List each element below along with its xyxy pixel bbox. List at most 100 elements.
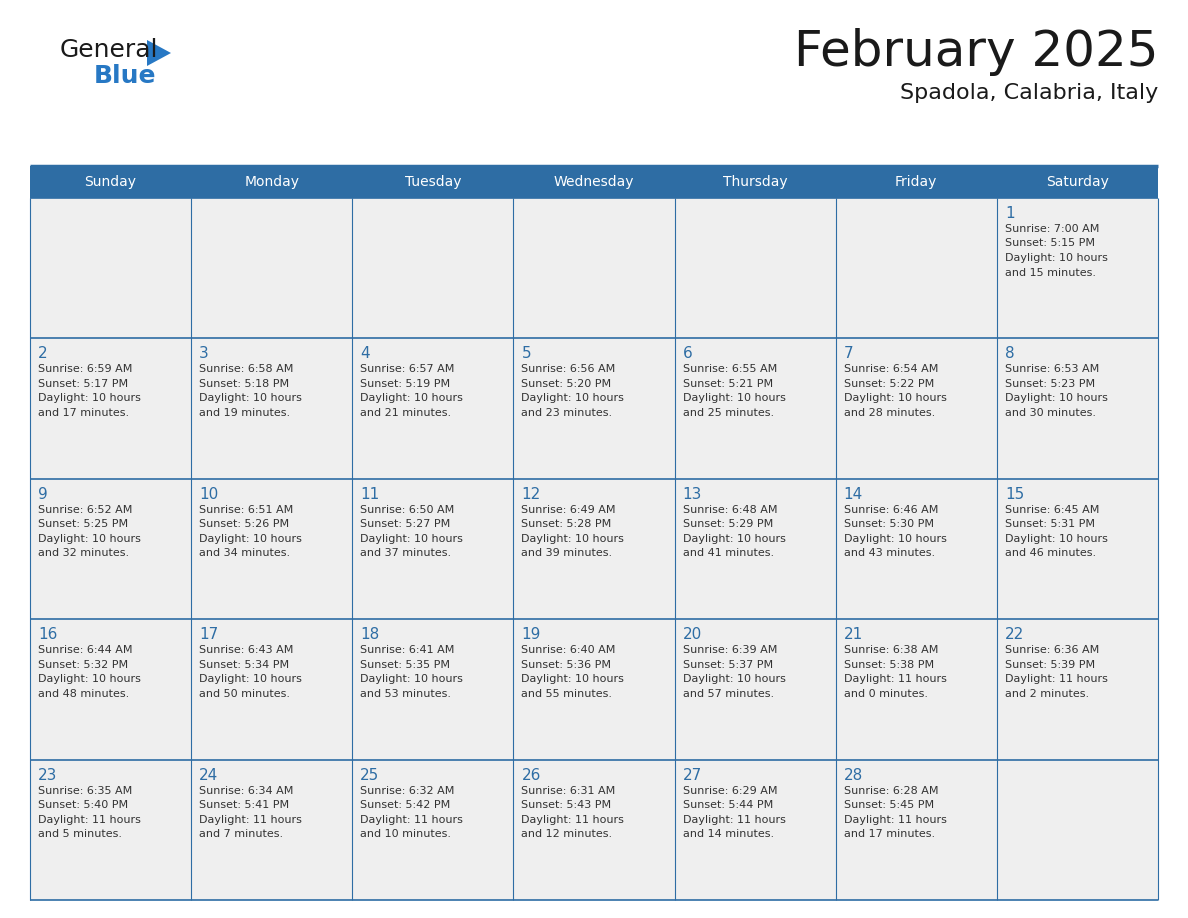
Text: and 48 minutes.: and 48 minutes. xyxy=(38,688,129,699)
Bar xyxy=(30,198,191,339)
Text: Daylight: 10 hours: Daylight: 10 hours xyxy=(522,394,625,403)
Text: Sunrise: 6:38 AM: Sunrise: 6:38 AM xyxy=(843,645,939,655)
Text: 10: 10 xyxy=(200,487,219,502)
Text: 18: 18 xyxy=(360,627,379,643)
Bar xyxy=(191,620,353,759)
Text: Sunrise: 6:53 AM: Sunrise: 6:53 AM xyxy=(1005,364,1099,375)
Text: and 41 minutes.: and 41 minutes. xyxy=(683,548,773,558)
Text: Daylight: 10 hours: Daylight: 10 hours xyxy=(200,674,302,684)
Text: Sunset: 5:20 PM: Sunset: 5:20 PM xyxy=(522,379,612,389)
Bar xyxy=(30,620,191,759)
Text: and 32 minutes.: and 32 minutes. xyxy=(38,548,129,558)
Text: Daylight: 10 hours: Daylight: 10 hours xyxy=(200,533,302,543)
Text: Sunrise: 6:46 AM: Sunrise: 6:46 AM xyxy=(843,505,939,515)
Polygon shape xyxy=(147,40,171,66)
Text: and 21 minutes.: and 21 minutes. xyxy=(360,408,451,418)
Bar xyxy=(191,339,353,479)
Text: Sunset: 5:34 PM: Sunset: 5:34 PM xyxy=(200,660,289,670)
Text: Sunrise: 6:34 AM: Sunrise: 6:34 AM xyxy=(200,786,293,796)
Bar xyxy=(513,479,675,620)
Bar xyxy=(997,759,1158,900)
Text: Daylight: 10 hours: Daylight: 10 hours xyxy=(1005,394,1107,403)
Text: and 17 minutes.: and 17 minutes. xyxy=(38,408,129,418)
Text: Daylight: 11 hours: Daylight: 11 hours xyxy=(200,814,302,824)
Text: Sunset: 5:40 PM: Sunset: 5:40 PM xyxy=(38,800,128,810)
Bar xyxy=(30,759,191,900)
Text: Daylight: 11 hours: Daylight: 11 hours xyxy=(843,814,947,824)
Text: 22: 22 xyxy=(1005,627,1024,643)
Text: Sunrise: 6:43 AM: Sunrise: 6:43 AM xyxy=(200,645,293,655)
Bar xyxy=(513,620,675,759)
Text: Sunrise: 6:48 AM: Sunrise: 6:48 AM xyxy=(683,505,777,515)
Bar xyxy=(513,339,675,479)
Text: Sunset: 5:38 PM: Sunset: 5:38 PM xyxy=(843,660,934,670)
Text: and 12 minutes.: and 12 minutes. xyxy=(522,829,613,839)
Text: Sunset: 5:30 PM: Sunset: 5:30 PM xyxy=(843,520,934,530)
Text: Sunrise: 6:36 AM: Sunrise: 6:36 AM xyxy=(1005,645,1099,655)
Text: Sunset: 5:17 PM: Sunset: 5:17 PM xyxy=(38,379,128,389)
Text: Sunset: 5:23 PM: Sunset: 5:23 PM xyxy=(1005,379,1095,389)
Text: 1: 1 xyxy=(1005,206,1015,221)
Text: and 0 minutes.: and 0 minutes. xyxy=(843,688,928,699)
Text: 12: 12 xyxy=(522,487,541,502)
Text: Sunrise: 6:41 AM: Sunrise: 6:41 AM xyxy=(360,645,455,655)
Text: and 17 minutes.: and 17 minutes. xyxy=(843,829,935,839)
Text: Sunset: 5:31 PM: Sunset: 5:31 PM xyxy=(1005,520,1095,530)
Text: Sunset: 5:36 PM: Sunset: 5:36 PM xyxy=(522,660,612,670)
Text: and 43 minutes.: and 43 minutes. xyxy=(843,548,935,558)
Text: Sunrise: 6:58 AM: Sunrise: 6:58 AM xyxy=(200,364,293,375)
Text: General: General xyxy=(61,38,158,62)
Text: Sunset: 5:45 PM: Sunset: 5:45 PM xyxy=(843,800,934,810)
Text: Daylight: 11 hours: Daylight: 11 hours xyxy=(843,674,947,684)
Text: Daylight: 11 hours: Daylight: 11 hours xyxy=(683,814,785,824)
Text: 26: 26 xyxy=(522,767,541,783)
Text: Sunrise: 6:51 AM: Sunrise: 6:51 AM xyxy=(200,505,293,515)
Bar xyxy=(997,339,1158,479)
Text: and 14 minutes.: and 14 minutes. xyxy=(683,829,773,839)
Text: Daylight: 10 hours: Daylight: 10 hours xyxy=(683,394,785,403)
Text: Sunset: 5:39 PM: Sunset: 5:39 PM xyxy=(1005,660,1095,670)
Text: Daylight: 10 hours: Daylight: 10 hours xyxy=(843,533,947,543)
Text: Sunrise: 6:55 AM: Sunrise: 6:55 AM xyxy=(683,364,777,375)
Text: and 53 minutes.: and 53 minutes. xyxy=(360,688,451,699)
Text: and 2 minutes.: and 2 minutes. xyxy=(1005,688,1089,699)
Bar xyxy=(513,198,675,339)
Bar xyxy=(353,620,513,759)
Text: Sunrise: 6:29 AM: Sunrise: 6:29 AM xyxy=(683,786,777,796)
Text: and 7 minutes.: and 7 minutes. xyxy=(200,829,283,839)
Bar xyxy=(997,620,1158,759)
Text: 6: 6 xyxy=(683,346,693,362)
Text: Sunset: 5:32 PM: Sunset: 5:32 PM xyxy=(38,660,128,670)
Text: 2: 2 xyxy=(38,346,48,362)
Text: Friday: Friday xyxy=(895,175,937,189)
Text: Daylight: 10 hours: Daylight: 10 hours xyxy=(843,394,947,403)
Text: 28: 28 xyxy=(843,767,862,783)
Text: Sunday: Sunday xyxy=(84,175,137,189)
Text: Daylight: 11 hours: Daylight: 11 hours xyxy=(522,814,625,824)
Text: Sunrise: 6:44 AM: Sunrise: 6:44 AM xyxy=(38,645,133,655)
Bar xyxy=(675,339,835,479)
Text: 8: 8 xyxy=(1005,346,1015,362)
Bar xyxy=(30,166,1158,198)
Text: Daylight: 10 hours: Daylight: 10 hours xyxy=(200,394,302,403)
Bar xyxy=(353,339,513,479)
Bar xyxy=(191,198,353,339)
Text: Daylight: 11 hours: Daylight: 11 hours xyxy=(1005,674,1107,684)
Text: 7: 7 xyxy=(843,346,853,362)
Bar xyxy=(191,479,353,620)
Text: Daylight: 10 hours: Daylight: 10 hours xyxy=(38,674,141,684)
Text: 23: 23 xyxy=(38,767,57,783)
Text: Sunrise: 6:49 AM: Sunrise: 6:49 AM xyxy=(522,505,615,515)
Text: and 23 minutes.: and 23 minutes. xyxy=(522,408,613,418)
Text: Sunset: 5:28 PM: Sunset: 5:28 PM xyxy=(522,520,612,530)
Text: and 46 minutes.: and 46 minutes. xyxy=(1005,548,1097,558)
Text: Sunrise: 6:50 AM: Sunrise: 6:50 AM xyxy=(360,505,455,515)
Text: and 50 minutes.: and 50 minutes. xyxy=(200,688,290,699)
Text: and 39 minutes.: and 39 minutes. xyxy=(522,548,613,558)
Text: Daylight: 10 hours: Daylight: 10 hours xyxy=(522,674,625,684)
Bar xyxy=(675,759,835,900)
Text: Sunset: 5:26 PM: Sunset: 5:26 PM xyxy=(200,520,289,530)
Text: Sunset: 5:19 PM: Sunset: 5:19 PM xyxy=(360,379,450,389)
Text: February 2025: February 2025 xyxy=(794,28,1158,76)
Text: 21: 21 xyxy=(843,627,862,643)
